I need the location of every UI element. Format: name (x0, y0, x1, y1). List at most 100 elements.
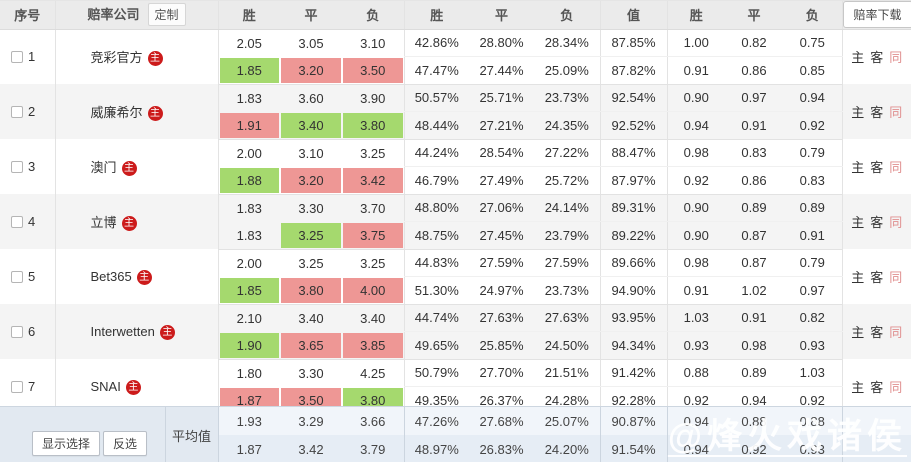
company-name[interactable]: SNAI (90, 378, 121, 394)
selection-actions-cell: 显示选择 反选 (0, 407, 165, 462)
probability-value: 47.47% (403, 56, 469, 85)
company-name[interactable]: Interwetten (90, 323, 155, 339)
probability-value: 24.14% (534, 194, 600, 222)
trend-link-away[interactable]: 客 (870, 160, 884, 175)
probability-value: 27.21% (469, 111, 534, 140)
probability-value: 25.71% (469, 84, 534, 112)
odds-value: 1.85 (219, 277, 279, 303)
row-checkbox[interactable] (11, 161, 23, 173)
odds-value: 3.20 (281, 57, 341, 83)
odds-cell: 3.40 (280, 111, 342, 140)
probability-value: 27.59% (469, 249, 534, 277)
average-odds-value: 3.29 (280, 407, 342, 435)
header-win-kelly: 胜 (666, 1, 725, 30)
company-name[interactable]: Bet365 (90, 268, 132, 284)
odds-value: 2.00 (236, 255, 262, 271)
odds-value: 3.90 (360, 90, 386, 106)
header-lose-kelly: 负 (783, 1, 842, 30)
trend-link-home[interactable]: 主 (851, 325, 865, 340)
company-cell: 立博主 (54, 194, 218, 249)
odds-value: 2.00 (236, 145, 262, 161)
row-checkbox[interactable] (11, 106, 23, 118)
payout-value: 87.85% (599, 29, 667, 57)
trend-link-away[interactable]: 客 (870, 215, 884, 230)
row-checkbox[interactable] (11, 271, 23, 283)
trend-link-away[interactable]: 客 (870, 270, 884, 285)
odds-cell: 3.10 (280, 139, 342, 167)
bookmaker-row: 1 竞彩官方主 2.05 3.05 3.10 42.86% 28.80% 28.34% 87.8… (0, 29, 911, 84)
trend-link-away[interactable]: 客 (870, 380, 884, 395)
kelly-value: 0.97 (725, 84, 783, 112)
kelly-value: 0.79 (783, 249, 842, 277)
customize-button[interactable]: 定制 (147, 3, 186, 27)
odds-cell: 4.25 (342, 359, 404, 387)
average-probability-value: 24.20% (534, 435, 600, 462)
average-odds-value: 3.66 (342, 407, 404, 435)
trend-links-cell: 主客同 (841, 194, 911, 249)
header-win-pct: 胜 (403, 1, 469, 30)
trend-link-same[interactable]: 同 (889, 325, 903, 340)
kelly-value: 0.82 (783, 304, 842, 332)
trend-links-cell: 主客同 (841, 29, 911, 84)
odds-value: 2.10 (236, 310, 262, 326)
trend-links-cell: 主客同 (841, 304, 911, 359)
trend-link-same[interactable]: 同 (889, 50, 903, 66)
row-checkbox[interactable] (11, 326, 23, 338)
trend-link-same[interactable]: 同 (889, 160, 903, 175)
odds-table: 序号 赔率公司 定制 胜 平 负 胜 平 负 值 胜 平 负 赔率下载 1 竞彩官方… (0, 1, 911, 415)
trend-link-home[interactable]: 主 (851, 215, 865, 230)
row-number: 6 (28, 324, 36, 339)
average-payout-value: 90.87% (599, 407, 667, 435)
header-company: 赔率公司 定制 (54, 1, 218, 30)
odds-cell: 3.20 (280, 56, 342, 85)
trend-link-away[interactable]: 客 (870, 50, 884, 66)
company-name[interactable]: 澳门 (90, 160, 117, 175)
company-name[interactable]: 竞彩官方 (90, 50, 143, 66)
average-odds-value: 3.79 (342, 435, 404, 462)
trend-link-same[interactable]: 同 (889, 215, 903, 230)
row-checkbox[interactable] (11, 381, 23, 393)
row-checkbox[interactable] (11, 216, 23, 228)
probability-value: 48.80% (403, 194, 469, 222)
odds-cell: 1.83 (217, 194, 280, 222)
trend-link-away[interactable]: 客 (870, 105, 884, 120)
trend-link-home[interactable]: 主 (851, 160, 865, 175)
average-odds-value: 3.42 (280, 435, 342, 462)
company-name[interactable]: 立博 (90, 215, 117, 230)
odds-value: 3.10 (360, 35, 386, 51)
probability-value: 51.30% (403, 276, 469, 305)
kelly-value: 1.03 (783, 359, 842, 387)
odds-cell: 3.40 (342, 304, 404, 332)
kelly-value: 0.90 (666, 221, 725, 250)
trend-link-home[interactable]: 主 (851, 380, 865, 395)
trend-link-same[interactable]: 同 (889, 270, 903, 285)
kelly-value: 0.89 (783, 194, 842, 222)
odds-cell: 3.80 (280, 276, 342, 305)
kelly-value: 0.98 (725, 331, 783, 360)
kelly-value: 0.93 (666, 331, 725, 360)
kelly-value: 0.90 (666, 194, 725, 222)
odds-cell: 2.10 (217, 304, 280, 332)
row-checkbox[interactable] (11, 51, 23, 64)
trend-link-same[interactable]: 同 (889, 380, 903, 395)
company-name[interactable]: 威廉希尔 (90, 105, 143, 120)
trend-link-away[interactable]: 客 (870, 325, 884, 340)
kelly-value: 0.86 (725, 56, 783, 85)
odds-value: 3.50 (343, 57, 403, 83)
odds-cell: 1.83 (217, 84, 280, 112)
odds-cell: 2.00 (217, 249, 280, 277)
odds-cell: 1.90 (217, 331, 280, 360)
kelly-value: 0.94 (783, 84, 842, 112)
kelly-value: 0.85 (783, 56, 842, 85)
host-badge: 主 (147, 106, 163, 121)
trend-link-same[interactable]: 同 (889, 105, 903, 120)
kelly-value: 0.89 (725, 359, 783, 387)
trend-link-home[interactable]: 主 (851, 270, 865, 285)
odds-cell: 3.30 (280, 359, 342, 387)
trend-link-home[interactable]: 主 (851, 105, 865, 120)
odds-download-button[interactable]: 赔率下载 (842, 1, 911, 29)
invert-selection-button[interactable]: 反选 (103, 431, 148, 456)
trend-link-home[interactable]: 主 (851, 50, 865, 66)
bookmaker-row: 7 SNAI 主 1.80 3.30 4.25 50.79% 27.70% 21.51% 91.4… (0, 359, 911, 414)
show-selection-button[interactable]: 显示选择 (32, 431, 101, 456)
